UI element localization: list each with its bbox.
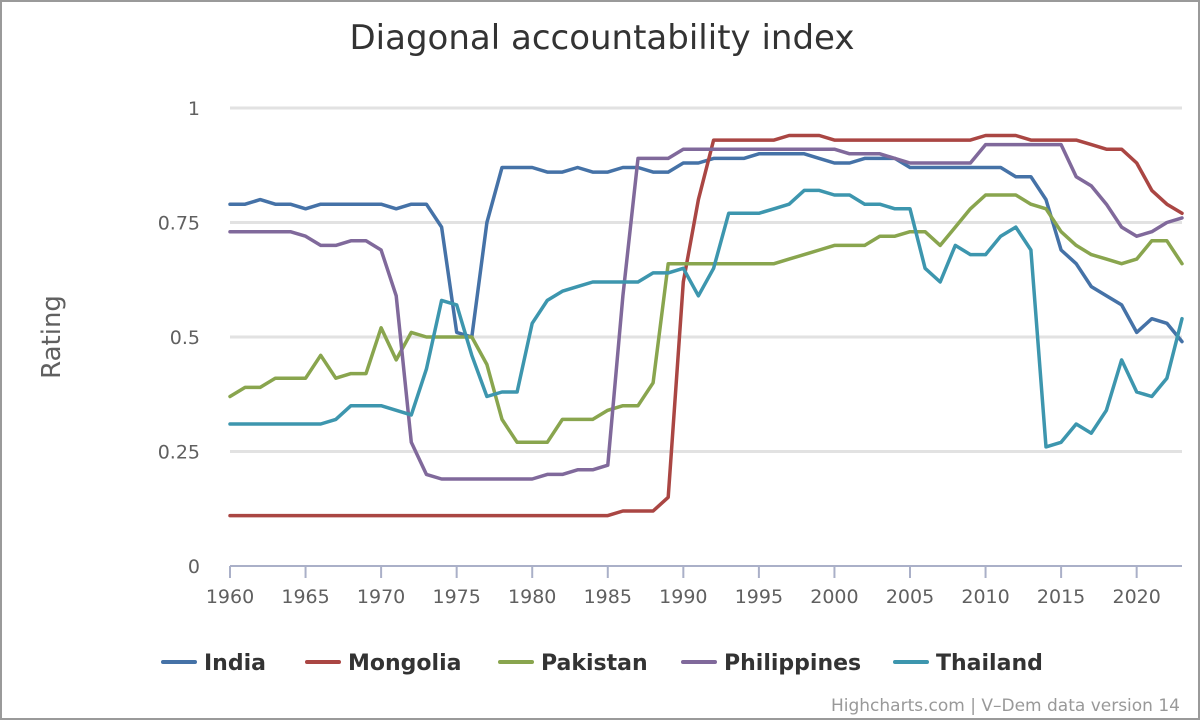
x-tick-label: 1980	[508, 586, 556, 608]
y-tick-label: 0.75	[158, 213, 200, 235]
x-tick-label: 1975	[432, 586, 480, 608]
y-tick-label: 0	[188, 556, 200, 578]
x-tick-label: 1985	[584, 586, 632, 608]
series-line-thailand[interactable]	[228, 188, 1184, 449]
x-tick-label: 1990	[659, 586, 707, 608]
y-axis-ticks: 0 0.25 0.5 0.75 1	[158, 98, 200, 578]
series-line-mongolia[interactable]	[228, 133, 1184, 518]
chart-title: Diagonal accountability index	[350, 18, 855, 58]
x-tick-label: 1965	[281, 586, 329, 608]
x-tick-label: 2010	[961, 586, 1009, 608]
legend-label: Philippines	[724, 651, 861, 676]
x-tick-label: 1995	[735, 586, 783, 608]
x-tick-label: 2020	[1112, 586, 1160, 608]
grid-lines	[230, 106, 1182, 453]
series-line-pakistan[interactable]	[228, 193, 1184, 445]
y-tick-label: 0.5	[170, 327, 200, 349]
y-axis-label: Rating	[37, 295, 67, 379]
legend-item-thailand[interactable]: Thailand	[893, 651, 1043, 676]
legend-item-mongolia[interactable]: Mongolia	[305, 651, 461, 676]
legend: India Mongolia Pakistan Philippines Thailand	[161, 651, 1043, 676]
legend-label: Thailand	[936, 651, 1043, 676]
y-tick-label: 0.25	[158, 442, 200, 464]
legend-label: Mongolia	[348, 651, 461, 676]
series-line-philippines[interactable]	[228, 142, 1184, 481]
legend-label: India	[204, 651, 266, 676]
x-axis: 1960 1965 1970 1975 1980 1985 1990 1995 2000 2005…	[206, 565, 1182, 608]
x-tick-label: 2005	[886, 586, 934, 608]
credits-text[interactable]: Highcharts.com | V–Dem data version 14	[831, 696, 1180, 716]
x-tick-label: 1960	[206, 586, 254, 608]
legend-item-philippines[interactable]: Philippines	[681, 651, 861, 676]
legend-item-pakistan[interactable]: Pakistan	[498, 651, 648, 676]
y-tick-label: 1	[188, 98, 200, 120]
legend-label: Pakistan	[541, 651, 648, 676]
series-lines	[228, 133, 1184, 518]
x-tick-label: 2015	[1037, 586, 1085, 608]
series-line-india[interactable]	[228, 152, 1184, 344]
x-tick-label: 2000	[810, 586, 858, 608]
x-tick-label: 1970	[357, 586, 405, 608]
legend-item-india[interactable]: India	[161, 651, 266, 676]
